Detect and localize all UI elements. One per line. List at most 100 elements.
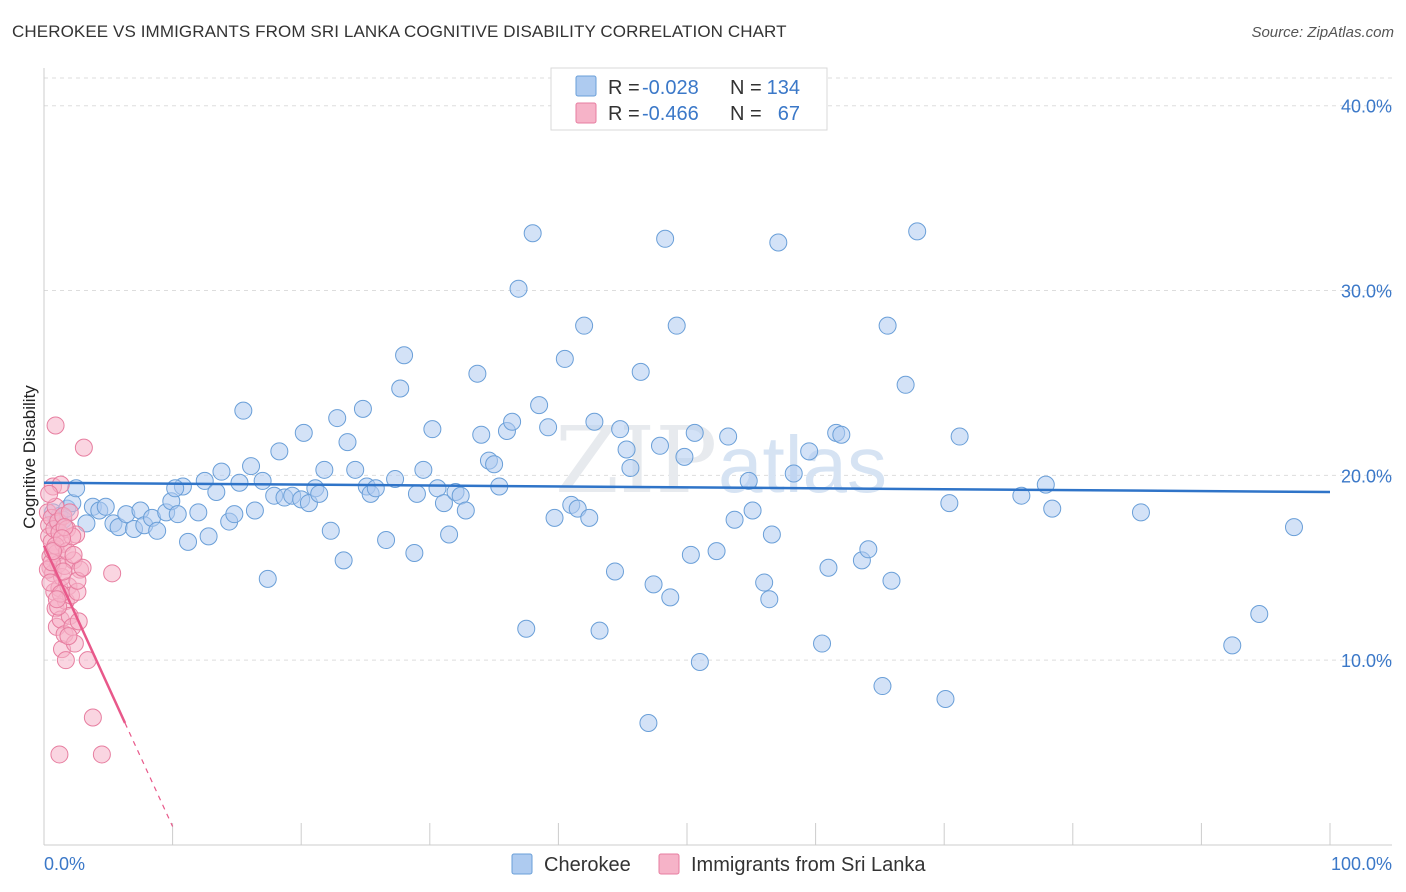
cherokee-point-111: [760, 590, 779, 609]
cherokee-point-46: [315, 460, 334, 479]
cherokee-point-89: [590, 621, 609, 640]
cherokee-point-7: [77, 514, 96, 533]
srilanka-point-55: [83, 708, 102, 727]
legend-r-label-srilanka: R =: [608, 103, 640, 125]
series-legend-swatch-srilanka: [658, 853, 680, 875]
cherokee-point-79: [523, 224, 542, 243]
cherokee-point-77: [509, 279, 528, 298]
cherokee-point-136: [1284, 518, 1303, 537]
tick-labels: 10.0% 20.0% 30.0% 40.0% 0.0% 100.0%: [44, 97, 1392, 874]
cherokee-point-59: [395, 346, 414, 365]
cherokee-point-56: [377, 531, 396, 550]
cherokee-point-110: [755, 573, 774, 592]
cherokee-point-94: [631, 362, 650, 381]
cherokee-point-121: [859, 540, 878, 559]
cherokee-point-87: [580, 508, 599, 527]
srilanka-point-53: [74, 438, 93, 457]
srilanka-point-66: [53, 529, 72, 548]
watermark-zip: ZIP: [555, 407, 717, 514]
cherokee-point-129: [950, 427, 969, 446]
cherokee-point-125: [896, 375, 915, 394]
cherokee-point-34: [245, 501, 264, 520]
cherokee-point-126: [908, 222, 927, 241]
srilanka-point-56: [92, 745, 111, 764]
series-legend-srilanka: Immigrants from Sri Lanka: [691, 854, 926, 876]
x-tick-label-0: 0.0%: [44, 854, 85, 874]
cherokee-point-82: [545, 508, 564, 527]
cherokee-point-102: [681, 545, 700, 564]
cherokee-point-93: [621, 458, 640, 477]
source-label: Source: ZipAtlas.com: [1251, 24, 1394, 41]
cherokee-point-100: [667, 316, 686, 335]
srilanka-point-57: [103, 564, 122, 583]
cherokee-point-91: [611, 420, 630, 439]
legend-swatch-srilanka: [575, 102, 597, 124]
cherokee-point-47: [321, 521, 340, 540]
cherokee-point-132: [1043, 499, 1062, 518]
cherokee-point-31: [230, 473, 249, 492]
cherokee-point-32: [234, 401, 253, 420]
cherokee-point-27: [207, 482, 226, 501]
cherokee-point-26: [199, 527, 218, 546]
cherokee-point-92: [617, 440, 636, 459]
srilanka-point-65: [59, 627, 78, 646]
cherokee-point-30: [225, 505, 244, 524]
cherokee-point-24: [189, 503, 208, 522]
legend-n-label-cherokee: N =: [730, 77, 762, 99]
cherokee-point-134: [1223, 636, 1242, 655]
cherokee-point-123: [878, 316, 897, 335]
cherokee-point-119: [832, 425, 851, 444]
srilanka-point-64: [64, 545, 83, 564]
cherokee-point-101: [675, 447, 694, 466]
cherokee-point-137: [166, 479, 185, 498]
srilanka-point-59: [50, 745, 69, 764]
cherokee-point-38: [270, 442, 289, 461]
cherokee-point-106: [719, 427, 738, 446]
legend-r-value-cherokee: -0.028: [642, 77, 699, 99]
cherokee-point-10: [96, 497, 115, 516]
stats-legend: R = -0.028 N = 134 R = -0.466 N = 67: [550, 67, 828, 131]
cherokee-point-117: [819, 558, 838, 577]
y-tick-label-2: 30.0%: [1341, 282, 1392, 302]
cherokee-point-78: [517, 619, 536, 638]
srilanka-trend-extension: [124, 722, 174, 827]
cherokee-point-83: [555, 349, 574, 368]
cherokee-point-55: [366, 479, 385, 498]
cherokee-point-124: [882, 571, 901, 590]
watermark-atlas: atlas: [718, 420, 887, 509]
cherokee-point-105: [707, 542, 726, 561]
legend-n-value-srilanka: 67: [778, 103, 800, 125]
chart-title: CHEROKEE VS IMMIGRANTS FROM SRI LANKA CO…: [12, 22, 787, 41]
cherokee-point-122: [873, 677, 892, 696]
cherokee-point-96: [644, 575, 663, 594]
series-legend: Cherokee Immigrants from Sri Lanka: [511, 853, 926, 876]
cherokee-point-127: [936, 689, 955, 708]
cherokee-point-33: [242, 457, 261, 476]
cherokee-point-99: [661, 588, 680, 607]
cherokee-point-66: [440, 525, 459, 544]
cherokee-point-115: [800, 442, 819, 461]
cherokee-point-28: [212, 462, 231, 481]
cherokee-point-65: [434, 494, 453, 513]
watermark: ZIP atlas: [555, 407, 887, 514]
legend-n-label-srilanka: N =: [730, 103, 762, 125]
cherokee-point-35: [253, 471, 272, 490]
cherokee-point-90: [605, 562, 624, 581]
gridlines: [44, 77, 1392, 661]
cherokee-point-69: [456, 501, 475, 520]
cherokee-point-58: [391, 379, 410, 398]
cherokee-point-36: [258, 569, 277, 588]
cherokee-point-104: [690, 653, 709, 672]
axes: [43, 68, 1392, 846]
cherokee-point-80: [530, 396, 549, 415]
cherokee-point-23: [179, 532, 198, 551]
cherokee-point-114: [784, 464, 803, 483]
cherokee-point-60: [405, 543, 424, 562]
cherokee-point-128: [940, 494, 959, 513]
cherokee-point-116: [813, 634, 832, 653]
cherokee-point-86: [575, 316, 594, 335]
legend-r-value-srilanka: -0.466: [642, 103, 699, 125]
series-legend-swatch-cherokee: [511, 853, 533, 875]
cherokee-point-112: [762, 525, 781, 544]
